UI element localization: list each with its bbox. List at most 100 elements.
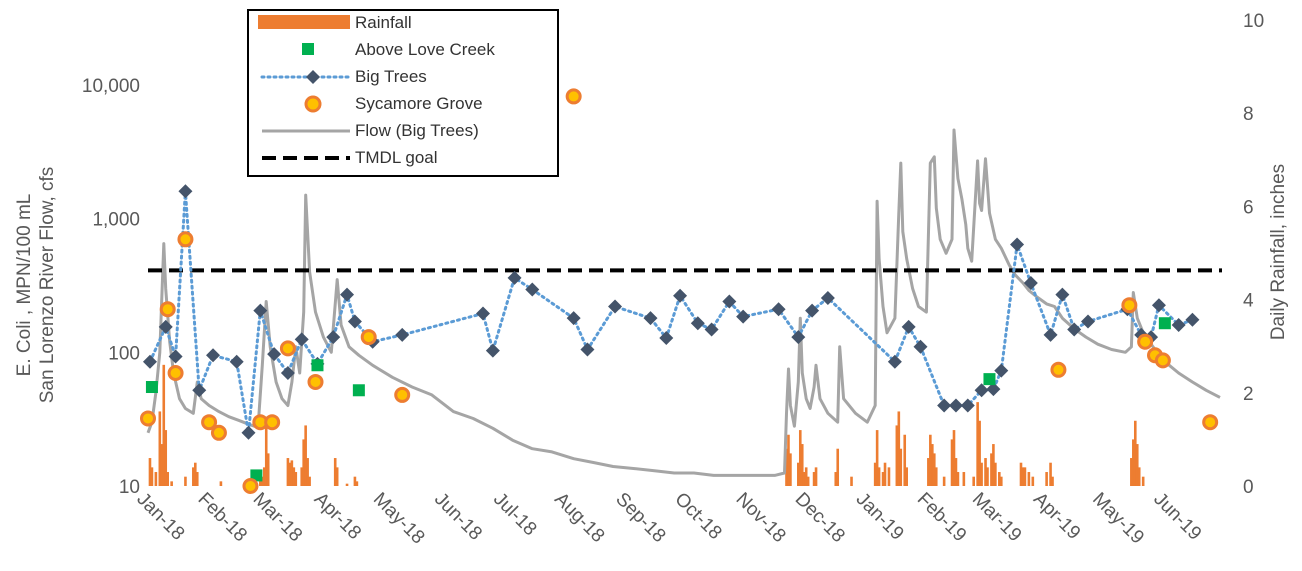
big-trees-point	[485, 343, 500, 358]
rainfall-bar	[990, 453, 993, 486]
x-tick-label: Apr-18	[310, 489, 365, 544]
rainfall-bar	[998, 472, 1001, 486]
sycamore-grove-point	[1121, 297, 1138, 314]
big-trees-point	[267, 347, 282, 362]
x-tick-label: Aug-18	[550, 489, 608, 547]
rainfall-bar	[999, 476, 1003, 486]
rainfall-bar	[162, 364, 166, 486]
rainfall-bar	[905, 467, 908, 486]
rainfall-bar	[1135, 444, 1139, 486]
big-trees-point	[294, 332, 309, 347]
x-tick-label: May-18	[369, 489, 429, 549]
rainfall-bar	[800, 444, 804, 486]
rainfall-bar	[1021, 467, 1025, 486]
rainfall-bar	[903, 434, 907, 486]
big-trees-point	[1171, 318, 1186, 333]
legend-label-flow: Flow (Big Trees)	[355, 121, 479, 140]
rainfall-bar	[931, 444, 934, 486]
rainfall-bar	[290, 460, 294, 486]
sycamore-grove-point	[279, 340, 296, 357]
sycamore-grove-point	[177, 231, 194, 248]
above-love-creek-point	[311, 359, 324, 372]
big-trees-point	[1151, 298, 1166, 313]
legend-swatch-sycamore-grove	[304, 95, 322, 113]
rainfall-bar	[785, 448, 788, 486]
big-trees-point	[206, 348, 221, 363]
legend-swatch-rainfall	[258, 15, 350, 29]
big-trees-point	[340, 287, 355, 302]
big-trees-point	[347, 314, 362, 329]
rainfall-bar	[1023, 467, 1027, 486]
sycamore-grove-point	[201, 414, 218, 431]
sycamore-grove-point	[1137, 333, 1154, 350]
rainfall-bar	[836, 448, 840, 486]
big-trees-point	[1185, 312, 1200, 327]
big-trees-point	[960, 398, 975, 413]
rainfall-bar	[932, 453, 936, 486]
sycamore-grove-point	[140, 410, 156, 427]
big-trees-point	[913, 339, 928, 354]
big-trees-point	[192, 383, 207, 398]
rainfall-bar	[929, 434, 932, 486]
rainfall-bar	[304, 425, 307, 486]
rainfall-bar	[184, 476, 187, 486]
big-trees-point	[178, 184, 193, 199]
rainfall-bar	[927, 458, 930, 486]
rainfall-bar	[1133, 420, 1137, 486]
x-tick-label: Oct-18	[670, 489, 725, 544]
big-trees-point	[580, 342, 595, 357]
big-trees-point	[887, 354, 902, 369]
rainfall-bar	[978, 420, 981, 486]
legend-label-rainfall: Rainfall	[355, 13, 412, 32]
legend-entry-above-love-creek: Above Love Creek	[302, 40, 495, 59]
x-tick-label: Feb-19	[913, 489, 970, 546]
big-trees-point	[142, 354, 157, 369]
x-tick-label: Mar-19	[968, 489, 1025, 546]
legend-entry-big-trees: Big Trees	[260, 67, 427, 86]
rainfall-bar	[954, 458, 958, 486]
rainfall-bar	[887, 467, 891, 486]
rainfall-bar	[192, 467, 195, 486]
big-trees-point	[1023, 275, 1038, 290]
right-tick-label: 4	[1243, 291, 1254, 312]
rainfall-bar	[308, 476, 311, 486]
sycamore-grove-point	[167, 365, 184, 382]
legend-entry-sycamore-grove: Sycamore Grove	[304, 94, 483, 113]
big-trees-point	[820, 290, 835, 305]
rainfall-bar	[814, 467, 818, 486]
legend-entry-flow: Flow (Big Trees)	[262, 121, 479, 140]
rainfall-bar	[802, 472, 806, 486]
rainfall-bar	[193, 462, 197, 486]
rainfall-bar	[984, 458, 987, 486]
rainfall-bar	[899, 448, 903, 486]
rainfall-bar	[288, 462, 292, 486]
rainfall-bar	[292, 467, 296, 486]
right-tick-label: 6	[1243, 197, 1254, 218]
rainfall-bar	[160, 444, 164, 486]
rainfall-bar	[934, 467, 938, 486]
sycamore-grove-point	[1154, 352, 1171, 369]
big-trees-point	[948, 398, 963, 413]
legend-label-sycamore-grove: Sycamore Grove	[355, 94, 483, 113]
rainfall-bar	[850, 476, 853, 486]
rainfall-bar	[812, 472, 816, 486]
big-trees-point	[1067, 322, 1082, 337]
big-trees-point	[704, 322, 719, 337]
rainfall-bar	[1031, 476, 1035, 486]
rainfall-bar	[994, 462, 997, 486]
rainfall-bar	[952, 430, 956, 486]
sycamore-grove-point	[1202, 414, 1219, 431]
big-trees-point	[901, 319, 916, 334]
rainfall-bar	[1019, 462, 1023, 486]
rainfall-bar	[164, 430, 168, 486]
rainfall-bar	[195, 472, 199, 486]
right-tick-label: 10	[1243, 11, 1264, 32]
big-trees-point	[659, 330, 674, 345]
rainfall-bar	[798, 430, 802, 486]
rainfall-bar	[804, 467, 808, 486]
rainfall-bar	[881, 472, 885, 486]
rainfall-bar	[942, 476, 946, 486]
legend: Rainfall Above Love Creek Big Trees Syca…	[247, 9, 559, 177]
right-tick-label: 2	[1243, 384, 1254, 405]
